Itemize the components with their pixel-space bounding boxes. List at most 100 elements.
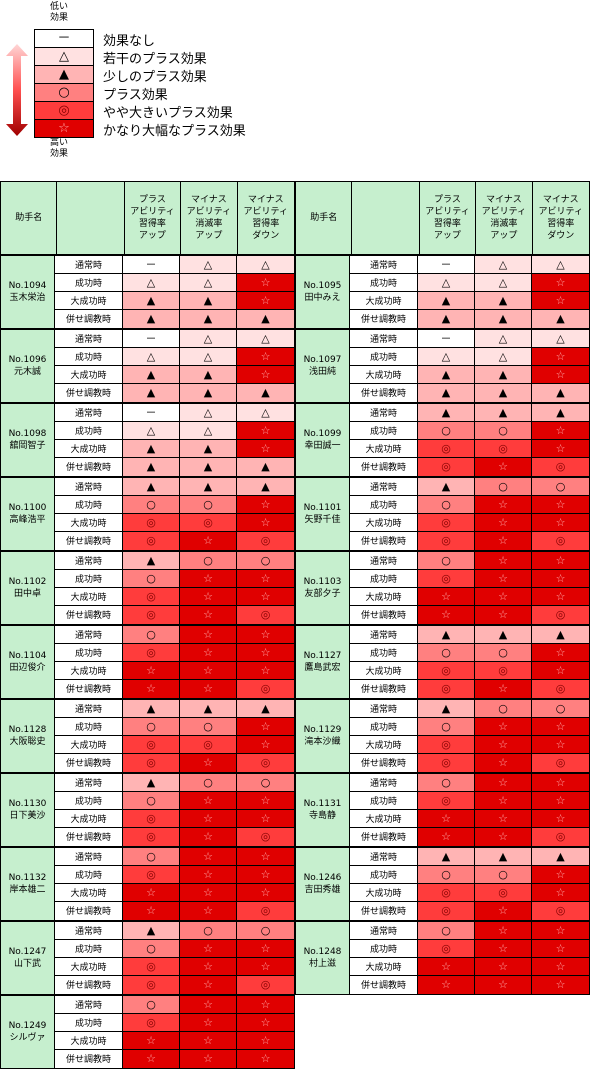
row-label: 併せ調教時	[55, 458, 123, 476]
row-label: 大成功時	[350, 810, 418, 827]
effect-cell: ▲	[237, 458, 294, 476]
effect-cell: ○	[475, 422, 532, 439]
legend-label: かなり大幅なプラス効果	[103, 123, 246, 139]
effect-row: 併せ調教時 ☆ ☆ ◎	[350, 828, 589, 846]
assistant-name: No.1248 村上滋	[296, 922, 350, 994]
effect-row: 併せ調教時 ▲ ▲ ▲	[350, 310, 589, 328]
effect-row: 大成功時 ◎ ☆ ☆	[55, 810, 294, 828]
row-label: 成功時	[55, 1014, 123, 1031]
assistant-block: No.1094 玉木栄治 通常時－ △ △ 成功時 △ △ ☆ 大成功時 ▲ ▲ ☆ 併せ調教時 ▲ ▲ ▲	[0, 255, 295, 329]
row-label: 併せ調教時	[55, 310, 123, 328]
effect-cell: ◎	[418, 940, 475, 957]
row-label: 通常時	[350, 700, 418, 717]
effect-cell: △	[475, 348, 532, 365]
effect-cell: ○	[475, 866, 532, 883]
effect-row: 成功時 △ △ ☆	[350, 348, 589, 366]
row-label: 併せ調教時	[350, 902, 418, 920]
effect-row: 通常時 ▲ ○ ○	[55, 552, 294, 570]
effect-cell: ☆	[532, 552, 589, 569]
effect-cell: ◎	[123, 754, 180, 772]
effect-cell: ◎	[237, 606, 294, 624]
effect-cell: ○	[123, 718, 180, 735]
assistant-block: No.1246 吉田秀雄 通常時 ▲ ▲ ▲ 成功時 ○ ○ ☆ 大成功時 ◎ ◎ ☆ 併せ調教時 ◎ ☆ ◎	[295, 847, 590, 921]
effect-cell: －	[418, 256, 475, 273]
legend-symbol-box: ◎	[34, 101, 94, 120]
effect-cell: ◎	[237, 754, 294, 772]
effect-cell: ▲	[532, 404, 589, 421]
legend-row: ○ プラス効果	[34, 83, 246, 103]
effect-cell: ▲	[123, 440, 180, 457]
effect-row: 併せ調教時 ◎ ☆ ◎	[350, 680, 589, 698]
assistant-block: No.1103 友部夕子 通常時 ○ ☆ ☆ 成功時 ◎ ☆ ☆ 大成功時 ☆ ☆ ☆ 併せ調教時 ☆ ☆ ◎	[295, 551, 590, 625]
effect-row: 通常時 ○ ☆ ☆	[55, 626, 294, 644]
effect-cell: ☆	[475, 828, 532, 846]
effect-cell: ☆	[180, 626, 237, 643]
effect-cell: △	[123, 348, 180, 365]
gradient-arrow-icon	[6, 44, 28, 136]
effect-cell: ☆	[475, 976, 532, 994]
header-name: 助手名	[1, 182, 58, 254]
effect-cell: △	[475, 274, 532, 291]
legend-label: 効果なし	[103, 33, 156, 49]
effect-cell: ☆	[532, 292, 589, 309]
assistant-name: No.1096 元木誠	[1, 330, 55, 402]
assistant-number: No.1097	[303, 355, 342, 365]
effect-cell: ▲	[123, 922, 180, 939]
effect-cell: ☆	[237, 496, 294, 513]
row-label: 成功時	[350, 274, 418, 291]
effect-row: 併せ調教時 ◎ ☆ ◎	[55, 828, 294, 846]
row-label: 通常時	[55, 330, 123, 347]
effect-cell: ☆	[180, 940, 237, 957]
effect-cell: ○	[532, 700, 589, 717]
effect-cell: ◎	[418, 570, 475, 587]
row-label: 成功時	[350, 348, 418, 365]
effect-cell: ☆	[418, 810, 475, 827]
header-blank	[57, 182, 125, 254]
effect-cell: ☆	[180, 884, 237, 901]
effect-row: 併せ調教時 ▲ ▲ ▲	[350, 384, 589, 402]
effect-row: 成功時 △ △ ☆	[55, 348, 294, 366]
effect-cell: ☆	[475, 736, 532, 753]
effect-cell: ◎	[237, 902, 294, 920]
effect-cell: △	[180, 404, 237, 421]
header-minus-down: マイナス アビリティ 習得率 ダウン	[538, 195, 584, 241]
effect-cell: ▲	[532, 384, 589, 402]
effect-row: 成功時 ○ ☆ ☆	[350, 496, 589, 514]
effect-cell: ☆	[123, 662, 180, 679]
effect-cell: ☆	[237, 514, 294, 531]
effect-cell: ☆	[237, 274, 294, 291]
effect-cell: ◎	[418, 754, 475, 772]
effect-row: 通常時 ○ ☆ ☆	[55, 848, 294, 866]
effect-cell: ☆	[475, 458, 532, 476]
effect-cell: ☆	[237, 644, 294, 661]
effect-cell: ▲	[418, 384, 475, 402]
effect-row: 成功時 ◎ ☆ ☆	[350, 570, 589, 588]
effect-cell: ○	[123, 940, 180, 957]
effect-cell: ☆	[180, 606, 237, 624]
assistant-rows: 通常時 ▲ ▲ ▲ 成功時 ○ ○ ☆ 大成功時 ◎ ◎ ☆ 併せ調教時 ◎ ☆ ◎	[350, 848, 589, 920]
row-label: 併せ調教時	[350, 310, 418, 328]
effect-row: 成功時 △ △ ☆	[350, 274, 589, 292]
legend: 低い 効果 － 効果なし △ 若干のプラス効果 ▲ 少しのプラス効果 ○ プラス効果 ◎ やや大き…	[0, 0, 300, 170]
effect-cell: ◎	[123, 588, 180, 605]
effect-cell: ◎	[475, 440, 532, 457]
effect-row: 併せ調教時 ☆ ☆ ◎	[55, 680, 294, 698]
effect-cell: ☆	[180, 588, 237, 605]
row-label: 通常時	[350, 330, 418, 347]
effect-cell: ▲	[475, 384, 532, 402]
assistant-rows: 通常時 ▲ ▲ ▲ 成功時 ○ ○ ☆ 大成功時 ◎ ◎ ☆ 併せ調教時 ◎ ☆ ◎	[350, 626, 589, 698]
effect-row: 大成功時 ☆ ☆ ☆	[350, 810, 589, 828]
assistant-label: 浅田純	[308, 367, 336, 377]
effect-cell: ☆	[237, 884, 294, 901]
effect-cell: ☆	[418, 958, 475, 975]
effect-cell: ☆	[123, 1032, 180, 1049]
row-label: 成功時	[55, 644, 123, 661]
assistant-block: No.1131 寺島静 通常時 ○ ☆ ☆ 成功時 ◎ ☆ ☆ 大成功時 ☆ ☆ ☆ 併せ調教時 ☆ ☆ ◎	[295, 773, 590, 847]
row-label: 通常時	[350, 922, 418, 939]
assistant-rows: 通常時 ▲ ▲ ▲ 成功時 ○ ○ ☆ 大成功時 ◎ ◎ ☆ 併せ調教時 ◎ ☆ ◎	[55, 478, 294, 550]
legend-row: ◎ やや大きいプラス効果	[34, 101, 246, 121]
legend-row: △ 若干のプラス効果	[34, 47, 246, 67]
effect-cell: ☆	[532, 366, 589, 383]
effect-row: 成功時 ◎ ☆ ☆	[55, 866, 294, 884]
effect-cell: ▲	[180, 458, 237, 476]
